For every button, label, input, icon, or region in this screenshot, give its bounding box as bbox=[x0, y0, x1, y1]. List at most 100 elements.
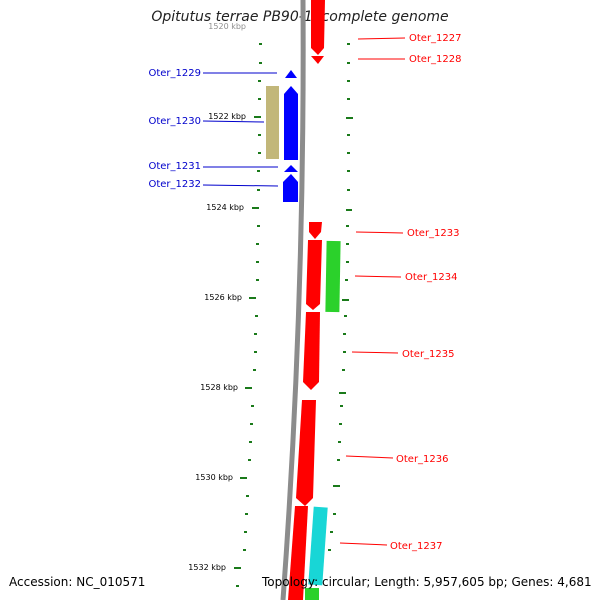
tick-minor bbox=[258, 98, 261, 100]
tick-minor bbox=[347, 134, 350, 136]
tick-minor bbox=[347, 62, 350, 64]
tick-major bbox=[254, 116, 261, 118]
tick-minor bbox=[339, 392, 346, 394]
tick-minor bbox=[347, 43, 350, 45]
gene-label[interactable]: Oter_1237 bbox=[390, 541, 443, 552]
scale-label: 1526 kbp bbox=[204, 293, 242, 302]
tick-minor bbox=[342, 299, 349, 301]
tick-minor bbox=[330, 531, 333, 533]
gene-label[interactable]: Oter_1236 bbox=[396, 454, 449, 465]
leader-line bbox=[357, 37, 406, 40]
tick-minor bbox=[256, 279, 259, 281]
leader-line bbox=[354, 275, 402, 278]
tick-major bbox=[245, 387, 252, 389]
gene-feature[interactable] bbox=[284, 86, 298, 160]
tick-minor bbox=[248, 459, 251, 461]
tick-minor bbox=[347, 80, 350, 82]
tick-minor bbox=[257, 170, 260, 172]
tick-major bbox=[234, 567, 241, 569]
tick-minor bbox=[328, 549, 331, 551]
tick-minor bbox=[345, 279, 348, 281]
tick-minor bbox=[347, 170, 350, 172]
tick-minor bbox=[347, 189, 350, 191]
tick-major bbox=[249, 297, 256, 299]
leader-line bbox=[202, 184, 279, 187]
gene-label[interactable]: Oter_1230 bbox=[148, 116, 201, 127]
gene-label[interactable]: Oter_1233 bbox=[407, 228, 460, 239]
leader-line bbox=[345, 455, 394, 459]
scale-label: 1532 kbp bbox=[188, 563, 226, 572]
gene-feature[interactable] bbox=[283, 174, 298, 202]
gene-feature[interactable] bbox=[288, 506, 308, 600]
scale-dots-left bbox=[236, 43, 262, 587]
tick-major bbox=[252, 207, 259, 209]
genome-summary-text: Topology: circular; Length: 5,957,605 bp… bbox=[262, 575, 592, 589]
leader-line bbox=[202, 120, 265, 123]
tick-minor bbox=[337, 459, 340, 461]
gene-feature[interactable] bbox=[325, 240, 341, 313]
tick-minor bbox=[346, 243, 349, 245]
gene-feature[interactable] bbox=[285, 70, 297, 78]
gene-feature[interactable] bbox=[309, 222, 322, 239]
tick-minor bbox=[249, 441, 252, 443]
tick-minor bbox=[243, 549, 246, 551]
tick-minor bbox=[338, 441, 341, 443]
gene-feature[interactable] bbox=[308, 506, 328, 586]
accession-text: Accession: NC_010571 bbox=[9, 575, 146, 589]
tick-minor bbox=[254, 333, 257, 335]
gene-label[interactable]: Oter_1227 bbox=[409, 33, 462, 44]
tick-minor bbox=[255, 315, 258, 317]
tick-minor bbox=[236, 585, 239, 587]
tick-minor bbox=[346, 117, 353, 119]
tick-minor bbox=[340, 405, 343, 407]
tick-minor bbox=[333, 513, 336, 515]
scale-label: 1524 kbp bbox=[206, 203, 244, 212]
tick-minor bbox=[251, 405, 254, 407]
tick-minor bbox=[259, 43, 262, 45]
tick-minor bbox=[259, 62, 262, 64]
tick-minor bbox=[343, 351, 346, 353]
tick-minor bbox=[250, 423, 253, 425]
gene-label[interactable]: Oter_1229 bbox=[148, 68, 201, 79]
tick-minor bbox=[333, 485, 340, 487]
tick-minor bbox=[347, 152, 350, 154]
tick-minor bbox=[339, 423, 342, 425]
gene-feature[interactable] bbox=[266, 86, 279, 159]
tick-minor bbox=[258, 152, 261, 154]
scale-ticks bbox=[234, 116, 261, 569]
map-title: Opitutus terrae PB90-1, complete genome bbox=[151, 9, 449, 25]
gene-feature[interactable] bbox=[303, 312, 320, 390]
gene-label[interactable]: Oter_1231 bbox=[148, 161, 201, 172]
gene-label[interactable]: Oter_1232 bbox=[148, 179, 201, 190]
tick-minor bbox=[254, 351, 257, 353]
tick-minor bbox=[347, 98, 350, 100]
leader-line bbox=[355, 231, 404, 234]
tick-minor bbox=[257, 225, 260, 227]
leader-lines-left bbox=[202, 72, 279, 187]
tick-minor bbox=[346, 225, 349, 227]
scale-label: 1520 kbp bbox=[208, 22, 246, 31]
tick-minor bbox=[256, 243, 259, 245]
gene-label[interactable]: Oter_1235 bbox=[402, 349, 455, 360]
reverse-strand-genes bbox=[266, 70, 298, 202]
tick-minor bbox=[344, 315, 347, 317]
leader-line bbox=[339, 542, 388, 546]
gene-feature[interactable] bbox=[296, 400, 316, 506]
tick-minor bbox=[342, 369, 345, 371]
tick-minor bbox=[258, 80, 261, 82]
gene-label[interactable]: Oter_1228 bbox=[409, 54, 462, 65]
gene-feature[interactable] bbox=[311, 56, 324, 64]
tick-minor bbox=[253, 369, 256, 371]
tick-minor bbox=[257, 189, 260, 191]
scale-label: 1530 kbp bbox=[195, 473, 233, 482]
tick-minor bbox=[346, 209, 352, 211]
gene-feature[interactable] bbox=[306, 240, 322, 310]
gene-feature[interactable] bbox=[284, 165, 298, 172]
tick-minor bbox=[346, 261, 349, 263]
gene-feature[interactable] bbox=[311, 0, 325, 55]
gene-label[interactable]: Oter_1234 bbox=[405, 272, 458, 283]
leader-line bbox=[351, 351, 399, 354]
gene-feature[interactable] bbox=[305, 588, 319, 600]
tick-minor bbox=[246, 495, 249, 497]
